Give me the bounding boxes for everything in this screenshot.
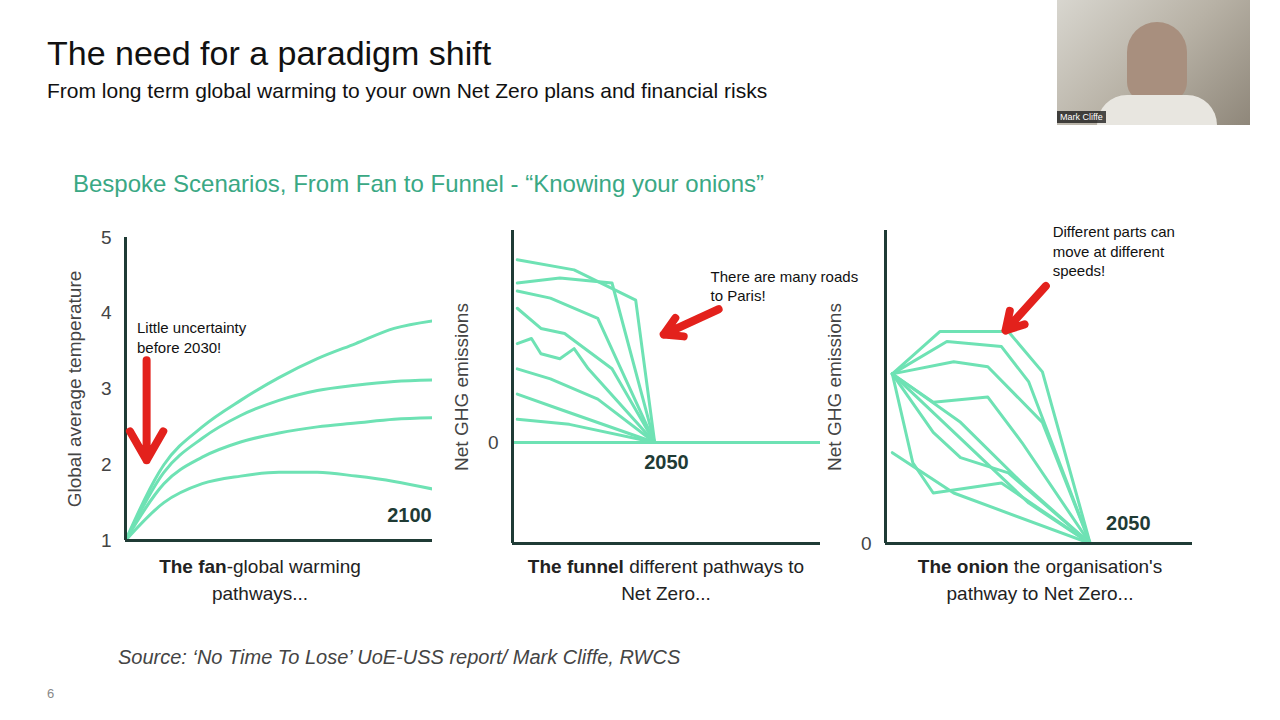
html-text:6: 6 bbox=[47, 686, 55, 701]
svg-text:Net GHG emissions: Net GHG emissions bbox=[824, 303, 845, 471]
svg-text:There are many roadsto Paris!: There are many roadsto Paris! bbox=[711, 268, 859, 305]
html-text:Source: ‘No Time To Lose’ UoE-: Source: ‘No Time To Lose’ UoE-USS report… bbox=[118, 646, 681, 668]
svg-text:5: 5 bbox=[101, 227, 112, 248]
svg-text:0: 0 bbox=[488, 432, 499, 453]
svg-text:0: 0 bbox=[861, 533, 872, 554]
html-text:The funnel different pathways: The funnel different pathways to Net Zer… bbox=[527, 556, 805, 604]
svg-text:2: 2 bbox=[101, 454, 112, 475]
svg-text:2100: 2100 bbox=[387, 504, 432, 526]
html-text:The fan -global warming pathwa: The fan -global warming pathways... bbox=[159, 556, 361, 604]
svg-text:3: 3 bbox=[101, 378, 112, 399]
svg-text:4: 4 bbox=[101, 302, 112, 323]
html-text:From long term global warming: From long term global warming to your ow… bbox=[47, 79, 768, 102]
html-text:The need for a paradigm shift: The need for a paradigm shift bbox=[47, 34, 492, 72]
svg-text:Net GHG emissions: Net GHG emissions bbox=[451, 303, 472, 471]
svg-text:2050: 2050 bbox=[644, 451, 689, 473]
html-text:Mark Cliffe: Mark Cliffe bbox=[1060, 112, 1103, 122]
svg-text:Different parts canmove at dif: Different parts canmove at differentspee… bbox=[1053, 223, 1175, 279]
svg-text:1: 1 bbox=[101, 530, 112, 551]
svg-text:Global average temperature: Global average temperature bbox=[64, 271, 85, 508]
svg-text:Little uncertaintybefore 2030!: Little uncertaintybefore 2030! bbox=[137, 319, 247, 356]
html-text:The onion the organisation's p: The onion the organisation's pathway to … bbox=[917, 556, 1163, 604]
svg-text:2050: 2050 bbox=[1106, 512, 1151, 534]
html-text:Bespoke Scenarios, From Fan to: Bespoke Scenarios, From Fan to Funnel - … bbox=[73, 170, 764, 197]
